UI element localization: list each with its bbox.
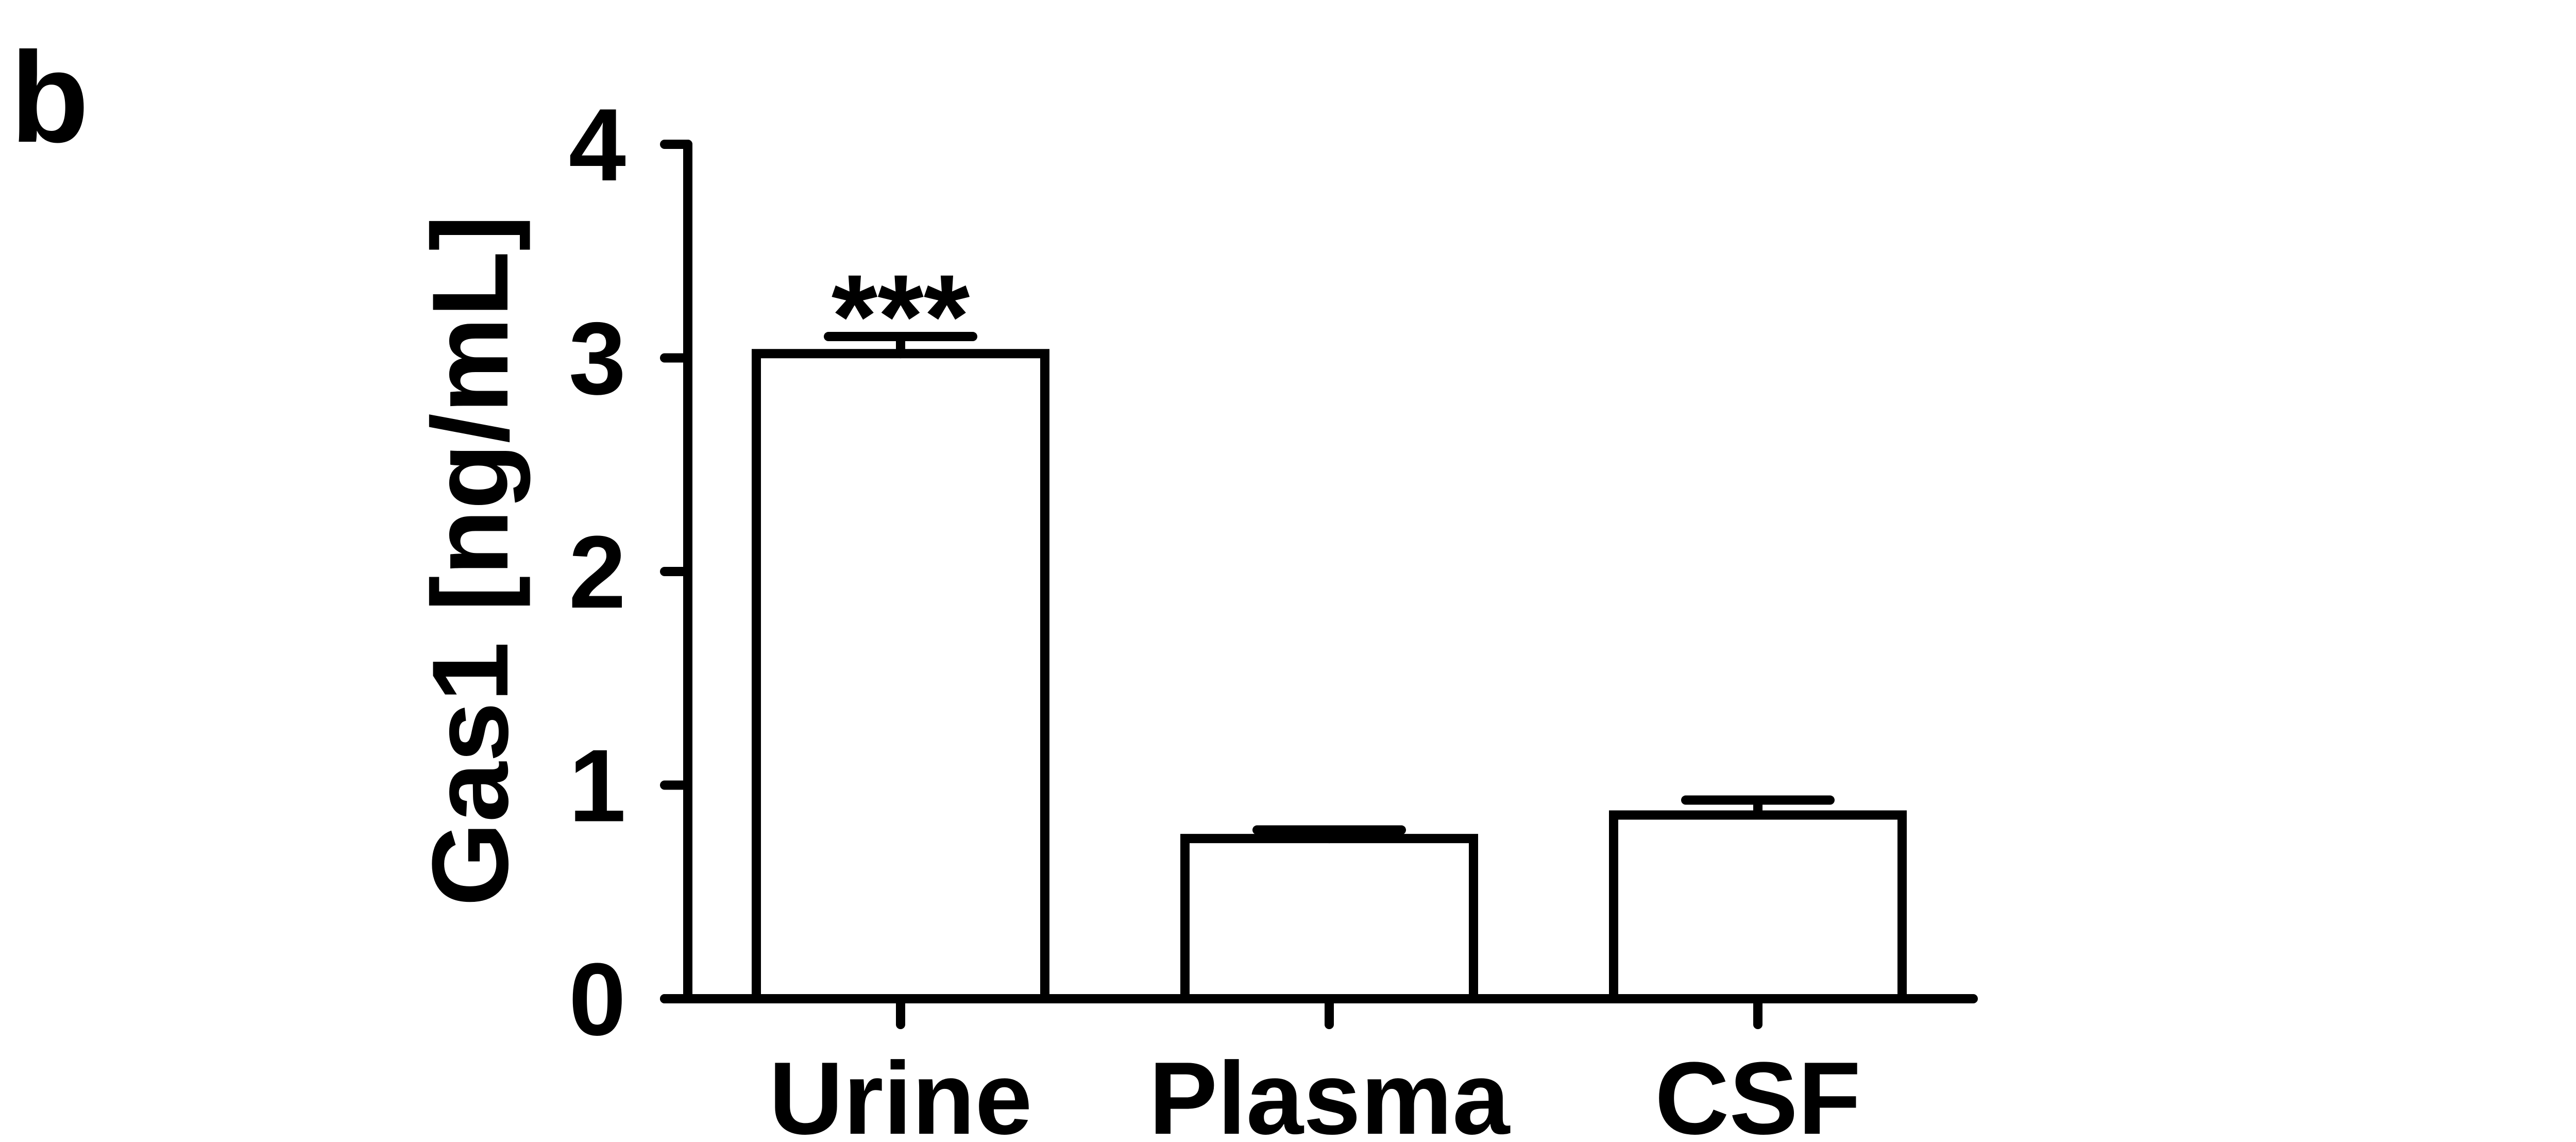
bars-group (752, 349, 1907, 1004)
x-tick-label: CSF (1655, 1041, 1861, 1139)
x-axis-tick-labels: Urine Plasma CSF (769, 1041, 1861, 1142)
y-tick-label: 2 (569, 515, 626, 630)
bar (1180, 834, 1478, 1003)
y-tick-label: 1 (569, 729, 626, 844)
y-axis-label: Gas1 [ng/mL] (410, 215, 531, 906)
y-axis-tick-labels: 0 1 2 3 4 (569, 88, 626, 1057)
x-tick-label: Plasma (1149, 1041, 1511, 1139)
y-tick-label: 3 (569, 301, 626, 416)
x-tick-label: Urine (769, 1041, 1032, 1139)
error-bars-group (824, 332, 1835, 844)
y-tick-label: 4 (569, 88, 626, 203)
significance-annotation: *** (832, 250, 970, 382)
bar (1609, 810, 1907, 1004)
panel-label: b (10, 25, 89, 169)
x-axis-ticks (896, 994, 1762, 1029)
y-tick-label: 0 (569, 942, 626, 1057)
annotations-group: *** (832, 250, 970, 382)
bar (752, 349, 1049, 1004)
